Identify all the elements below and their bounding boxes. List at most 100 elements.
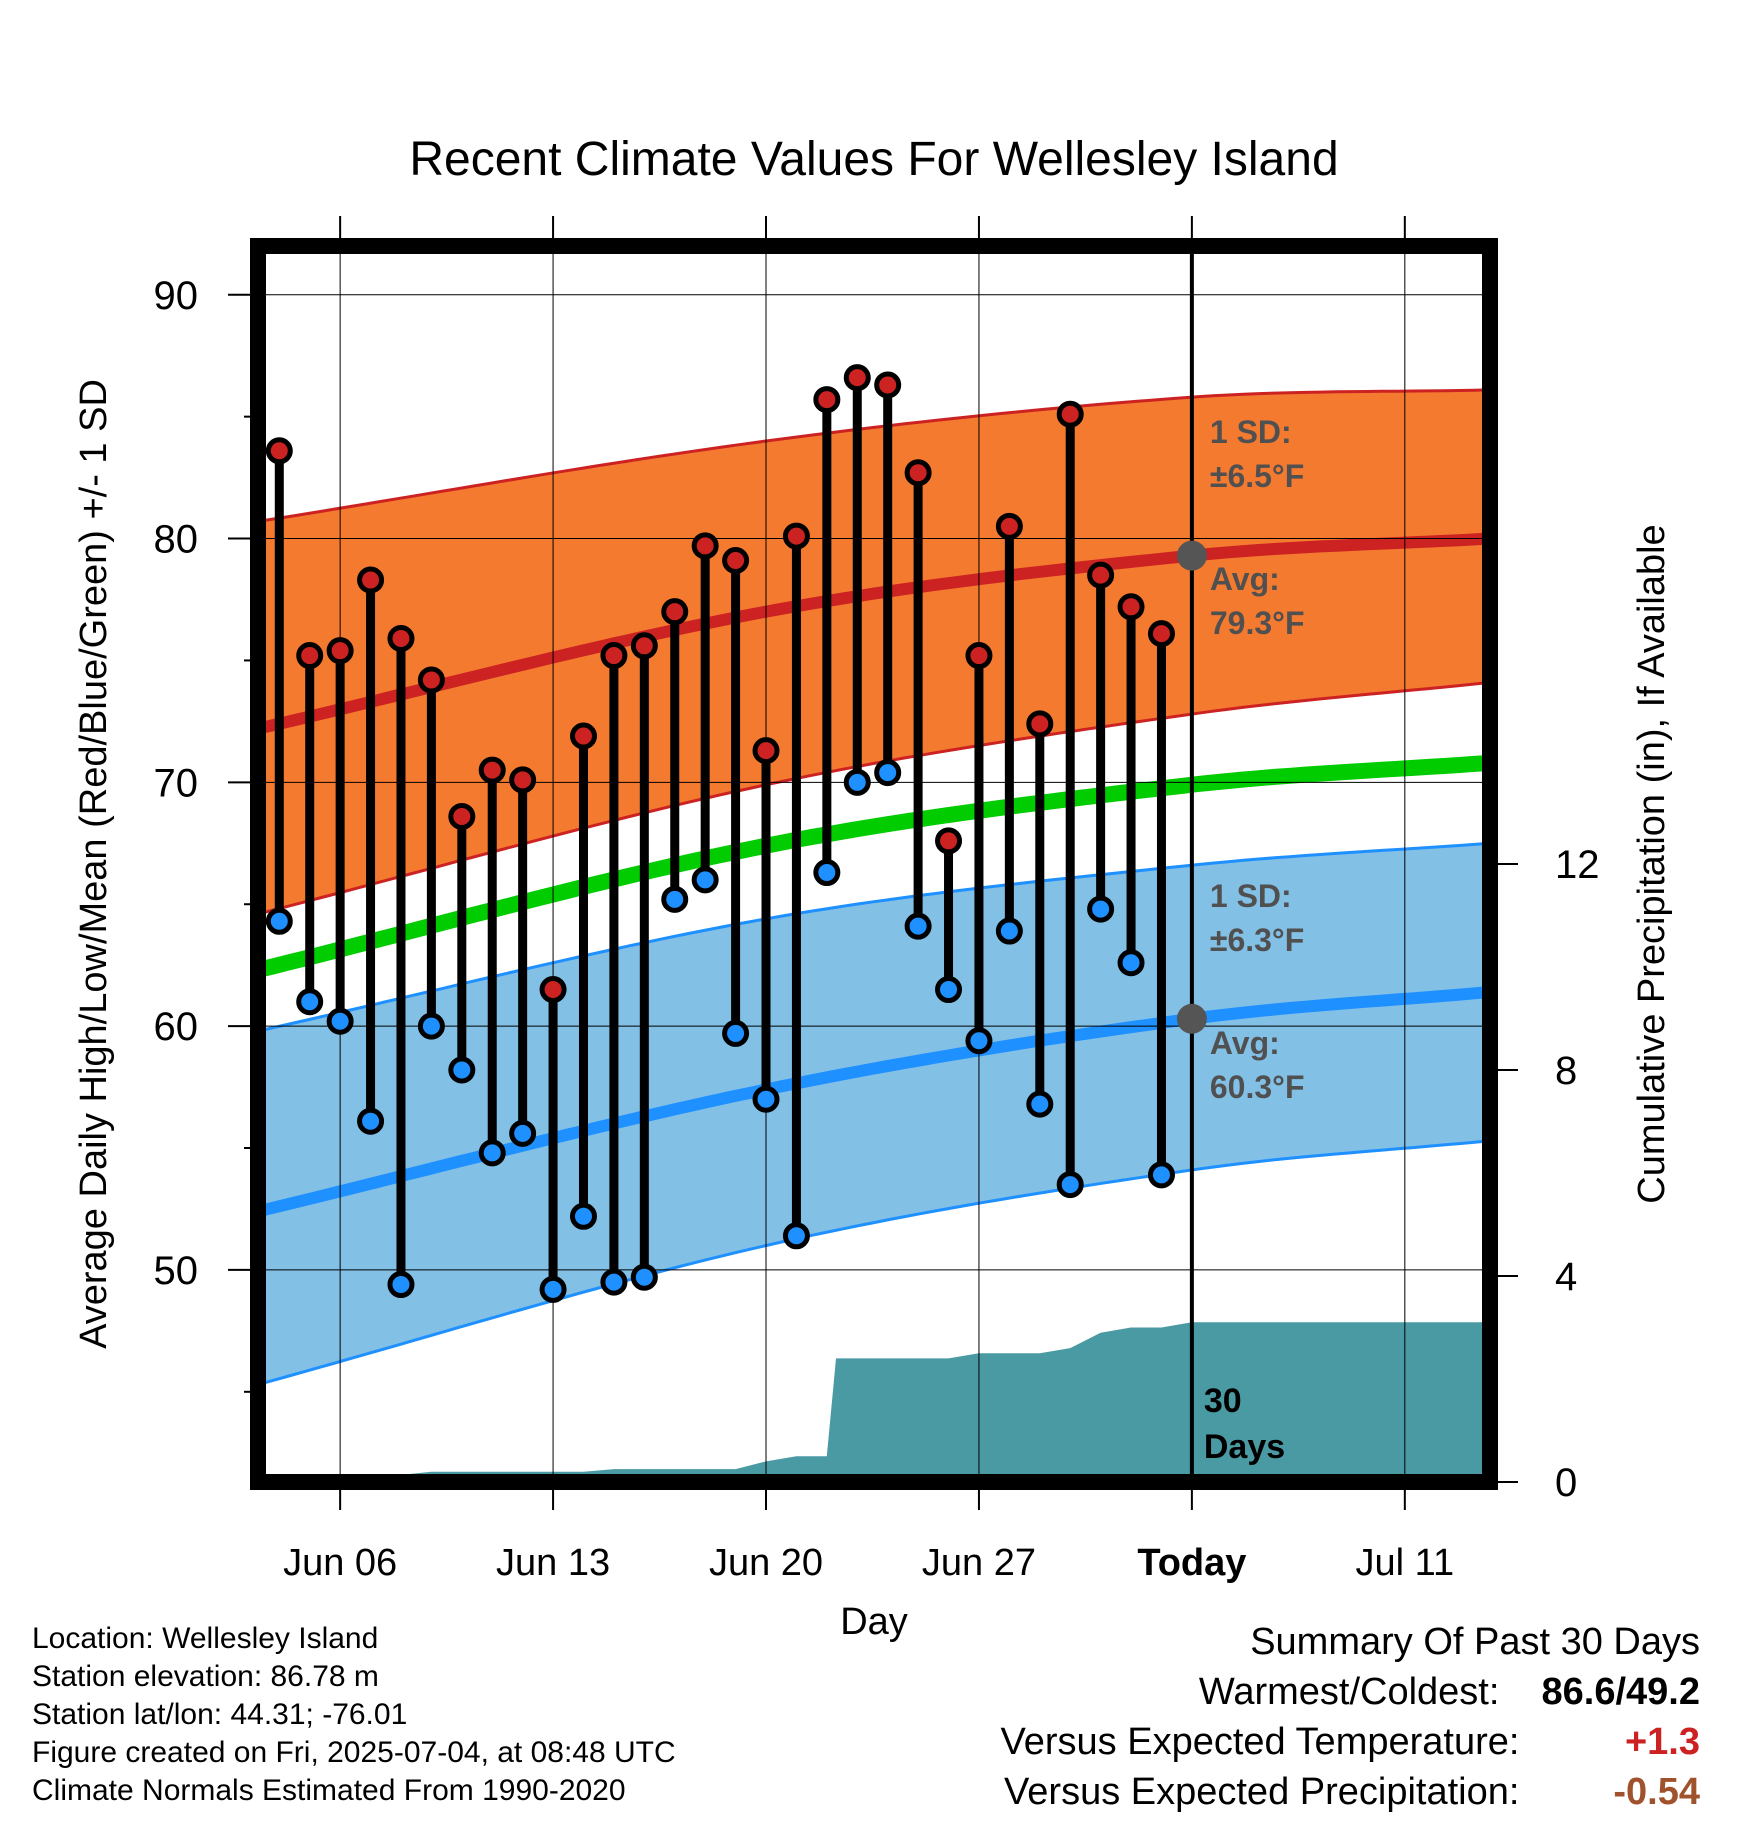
summary-title: Summary Of Past 30 Days	[1250, 1621, 1700, 1663]
high-upper-sd-line	[258, 388, 1490, 523]
high-sd-annotation-line2: ±6.5°F	[1210, 458, 1304, 494]
daily-high-point	[722, 546, 750, 574]
daily-high-point	[539, 976, 567, 1004]
daily-low-point	[478, 1139, 506, 1167]
y2-tick-label: 0	[1555, 1461, 1577, 1505]
chart-title: Recent Climate Values For Wellesley Isla…	[409, 133, 1338, 186]
daily-low-point	[874, 759, 902, 787]
x-tick-label: Jul 11	[1356, 1542, 1455, 1584]
daily-high-point	[661, 598, 689, 626]
precip-anomaly-value: -0.54	[1613, 1771, 1700, 1813]
y-tick-label: 80	[154, 518, 199, 562]
daily-high-point	[752, 737, 780, 765]
summary-temp: Versus Expected Temperature: +1.3	[1001, 1717, 1700, 1767]
daily-high-point	[935, 827, 963, 855]
high-sd-band	[258, 389, 1490, 914]
y-tick-label: 50	[154, 1249, 199, 1293]
daily-low-point	[1147, 1161, 1175, 1189]
summary-panel: Summary Of Past 30 Days Warmest/Coldest:…	[1001, 1617, 1700, 1817]
daily-low-point	[782, 1222, 810, 1250]
daily-high-point	[1117, 593, 1145, 621]
daily-high-point	[357, 566, 385, 594]
daily-low-point	[813, 859, 841, 887]
daily-low-point	[1056, 1171, 1084, 1199]
low-sd-annotation-line2: ±6.3°F	[1210, 922, 1304, 958]
daily-low-point	[904, 912, 932, 940]
daily-low-point	[995, 917, 1023, 945]
period-annotation-line1: 30	[1204, 1382, 1242, 1420]
daily-high-point	[965, 642, 993, 670]
daily-high-point	[630, 632, 658, 660]
daily-low-point	[357, 1107, 385, 1135]
summary-precip: Versus Expected Precipitation: -0.54	[1001, 1767, 1700, 1817]
daily-high-point	[691, 532, 719, 560]
summary-warmest-coldest: Warmest/Coldest: 86.6/49.2	[1001, 1667, 1700, 1717]
location-line: Location: Wellesley Island	[32, 1622, 379, 1655]
daily-low-point	[752, 1085, 780, 1113]
low-sd-annotation-line1: 1 SD:	[1210, 878, 1292, 914]
low-avg-annotation-line1: Avg:	[1210, 1025, 1280, 1061]
daily-low-point	[509, 1119, 537, 1147]
daily-high-point	[265, 437, 293, 465]
daily-high-point	[296, 642, 324, 670]
today-avg-low-marker	[1176, 1003, 1207, 1034]
daily-low-point	[630, 1263, 658, 1291]
precip-anomaly-label: Versus Expected Precipitation:	[1004, 1771, 1520, 1813]
y2-axis-label: Cumulative Precipitation (in), If Availa…	[1631, 524, 1673, 1203]
avg-low-line	[258, 986, 1490, 1218]
created-line: Figure created on Fri, 2025-07-04, at 08…	[32, 1736, 676, 1769]
daily-low-point	[265, 907, 293, 935]
high-sd-annotation-line1: 1 SD:	[1210, 414, 1292, 450]
warmest-coldest-label: Warmest/Coldest:	[1198, 1671, 1500, 1713]
daily-low-point	[417, 1012, 445, 1040]
x-tick-label: Jun 20	[709, 1542, 823, 1584]
daily-high-point	[478, 756, 506, 784]
daily-high-point	[600, 642, 628, 670]
daily-low-point	[843, 768, 871, 796]
latlon-line: Station lat/lon: 44.31; -76.01	[32, 1698, 408, 1731]
x-tick-label: Jun 06	[283, 1542, 397, 1584]
y2-tick-label: 8	[1555, 1049, 1577, 1093]
avg-high-line	[258, 532, 1490, 735]
normals-line: Climate Normals Estimated From 1990-2020	[32, 1774, 626, 1807]
daily-low-point	[448, 1056, 476, 1084]
daily-high-point	[387, 624, 415, 652]
daily-high-point	[569, 722, 597, 750]
y-tick-label: 90	[154, 274, 199, 318]
daily-high-point	[417, 666, 445, 694]
period-annotation-line2: Days	[1204, 1428, 1285, 1466]
daily-high-point	[1147, 620, 1175, 648]
daily-low-point	[1117, 949, 1145, 977]
daily-low-point	[296, 988, 324, 1016]
daily-low-point	[387, 1271, 415, 1299]
x-tick-label: Jun 27	[922, 1542, 1036, 1584]
daily-low-point	[661, 885, 689, 913]
x-tick-label: Jun 13	[496, 1542, 610, 1584]
daily-low-point	[691, 866, 719, 894]
daily-low-point	[600, 1268, 628, 1296]
daily-high-point	[782, 522, 810, 550]
plot-area	[258, 246, 1490, 1482]
daily-low-point	[539, 1275, 567, 1303]
y-tick-label: 60	[154, 1005, 199, 1049]
high-avg-annotation-line2: 79.3°F	[1210, 605, 1305, 641]
daily-high-point	[904, 459, 932, 487]
daily-low-point	[569, 1202, 597, 1230]
warmest-coldest-value: 86.6/49.2	[1541, 1671, 1700, 1713]
daily-high-point	[1087, 561, 1115, 589]
daily-high-point	[995, 512, 1023, 540]
daily-high-point	[509, 766, 537, 794]
daily-high-point	[326, 637, 354, 665]
daily-high-point	[448, 802, 476, 830]
daily-high-point	[1026, 710, 1054, 738]
location-info: Location: Wellesley Island Station eleva…	[32, 1620, 676, 1810]
x-tick-label: Today	[1137, 1542, 1246, 1584]
elevation-line: Station elevation: 86.78 m	[32, 1660, 379, 1693]
daily-high-point	[874, 371, 902, 399]
y-tick-label: 70	[154, 761, 199, 805]
high-avg-annotation-line1: Avg:	[1210, 561, 1280, 597]
daily-high-point	[1056, 400, 1084, 428]
daily-low-point	[326, 1007, 354, 1035]
